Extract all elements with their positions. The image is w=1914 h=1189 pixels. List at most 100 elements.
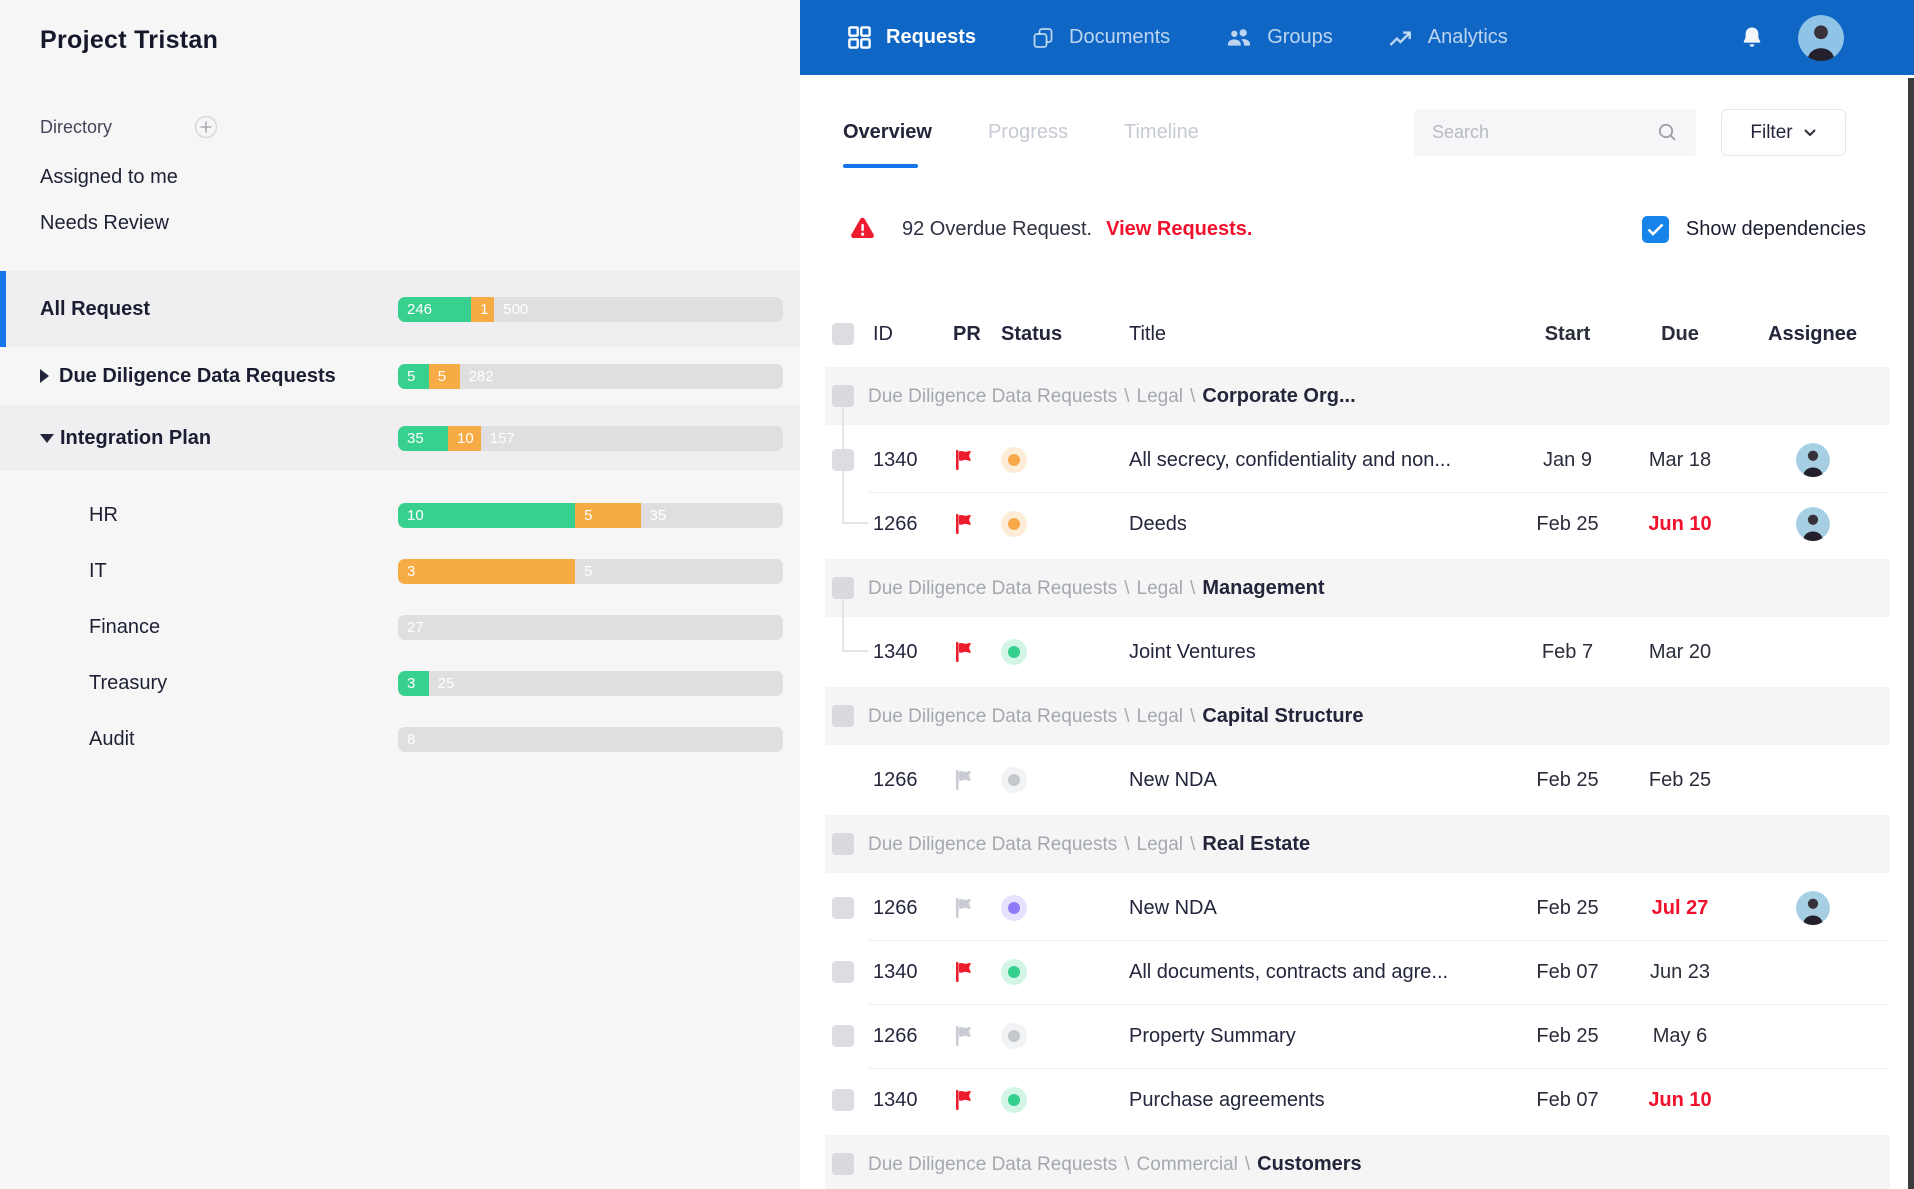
notifications-button[interactable]	[1738, 24, 1766, 52]
request-id: 1266	[873, 1024, 918, 1047]
vertical-scrollbar[interactable]	[1908, 78, 1914, 1189]
sidebar-item-assigned-to-me[interactable]: Assigned to me	[40, 165, 178, 188]
row-checkbox[interactable]	[832, 1025, 854, 1047]
sidebar-subitem-it[interactable]: IT 3 5	[0, 543, 800, 599]
due-date: Mar 20	[1648, 640, 1712, 663]
status-indicator[interactable]	[1001, 1087, 1027, 1113]
nav-item-documents[interactable]: Documents	[1031, 26, 1170, 50]
assignee-avatar[interactable]	[1795, 507, 1830, 541]
status-indicator[interactable]	[1001, 447, 1027, 473]
user-avatar[interactable]	[1798, 14, 1844, 61]
table-row[interactable]: 1266 New NDA Feb 25 Jul 27	[825, 876, 1890, 940]
assignee-avatar[interactable]	[1795, 891, 1830, 925]
status-dot	[1008, 902, 1020, 914]
nav-item-requests[interactable]: Requests	[847, 25, 976, 50]
breadcrumb: Due Diligence Data Requests \ Legal \ Manage…	[868, 577, 1325, 600]
column-header-status: Status	[1001, 322, 1063, 345]
table-row[interactable]: 1340 All secrecy, confidentiality and non…	[825, 428, 1890, 492]
sidebar-subitem-finance[interactable]: Finance 27	[0, 599, 800, 655]
sidebar-item-label: Due Diligence Data Requests	[40, 365, 398, 388]
row-checkbox[interactable]	[832, 1089, 854, 1111]
breadcrumb-part: Commercial	[1136, 1153, 1238, 1175]
progress-segment-orange: 1	[471, 296, 495, 322]
table-row[interactable]: 1340 Purchase agreements Feb 07 Jun 10	[825, 1068, 1890, 1132]
priority-cell	[953, 1088, 1001, 1112]
request-title: New NDA	[1129, 896, 1217, 919]
row-checkbox[interactable]	[832, 897, 854, 919]
select-all-checkbox[interactable]	[832, 323, 854, 345]
status-indicator[interactable]	[1001, 959, 1027, 985]
table-row[interactable]: 1266 Deeds Feb 25 Jun 10	[825, 492, 1890, 556]
sidebar-item-needs-review[interactable]: Needs Review	[40, 211, 169, 234]
progress-segment-gray: 157	[480, 425, 783, 451]
tab-progress[interactable]: Progress	[987, 121, 1068, 143]
nav-item-analytics[interactable]: Analytics	[1388, 26, 1508, 50]
sidebar-item-due-diligence-data-requests[interactable]: Due Diligence Data Requests 5 5 282	[0, 347, 800, 405]
sidebar-subitem-audit[interactable]: Audit 8	[0, 711, 800, 767]
directory-label: Directory	[40, 116, 113, 137]
progress-bar: 246 1 500	[398, 296, 783, 322]
search-input[interactable]: Search	[1414, 109, 1696, 156]
group-name: Corporate Org...	[1202, 384, 1356, 407]
sidebar-item-integration-plan[interactable]: Integration Plan 35 10 157	[0, 405, 800, 471]
breadcrumb-part: Legal	[1136, 577, 1184, 599]
row-checkbox[interactable]	[832, 833, 854, 855]
overdue-count-text: 92 Overdue Request.	[902, 217, 1093, 240]
start-date: Feb 7	[1541, 640, 1594, 663]
caret-down-icon[interactable]	[40, 433, 54, 443]
row-checkbox[interactable]	[832, 1153, 854, 1175]
status-indicator[interactable]	[1001, 895, 1027, 921]
status-dot	[1008, 966, 1020, 978]
view-requests-link[interactable]: View Requests.	[1106, 217, 1253, 240]
sidebar-subitem-treasury[interactable]: Treasury 3 25	[0, 655, 800, 711]
status-cell	[1001, 959, 1069, 985]
sidebar-subitem-label: HR	[89, 503, 118, 526]
add-directory-button[interactable]	[194, 115, 218, 139]
row-checkbox[interactable]	[832, 961, 854, 983]
table-body: Due Diligence Data Requests \ Legal \ Corpor…	[825, 364, 1890, 1189]
status-indicator[interactable]	[1001, 639, 1027, 665]
show-dependencies-toggle[interactable]: Show dependencies	[1641, 215, 1866, 243]
nav-item-groups[interactable]: Groups	[1225, 26, 1333, 50]
sidebar-item-all-request[interactable]: All Request 246 1 500	[0, 271, 800, 347]
table-row[interactable]: 1340 All documents, contracts and agre...…	[825, 940, 1890, 1004]
sidebar-directory-list: All Request 246 1 500 Due Diligence Data Req…	[0, 271, 800, 767]
status-indicator[interactable]	[1001, 767, 1027, 793]
bell-icon	[1743, 27, 1761, 47]
tab-timeline[interactable]: Timeline	[1123, 121, 1199, 143]
breadcrumb-part: Due Diligence Data Requests	[868, 385, 1118, 407]
table-row[interactable]: 1266 Property Summary Feb 25 May 6	[825, 1004, 1890, 1068]
filter-button[interactable]: Filter	[1721, 109, 1846, 156]
progress-segment-gray: 35	[640, 502, 783, 528]
avatar-image	[1798, 14, 1844, 61]
filter-label: Filter	[1750, 121, 1793, 143]
request-title: Purchase agreements	[1129, 1088, 1325, 1111]
sidebar-subitem-hr[interactable]: HR 10 5 35	[0, 487, 800, 543]
start-date: Feb 07	[1536, 960, 1599, 983]
status-indicator[interactable]	[1001, 511, 1027, 537]
tab-overview[interactable]: Overview	[843, 121, 932, 168]
documents-icon	[1031, 26, 1055, 50]
table-row[interactable]: 1340 Joint Ventures Feb 7 Mar 20	[825, 620, 1890, 684]
table-group-row: Due Diligence Data Requests \ Commercial \ C…	[825, 1132, 1890, 1189]
dependencies-checkbox[interactable]	[1641, 215, 1669, 243]
progress-bar: 3 25	[398, 670, 783, 696]
table-row[interactable]: 1266 New NDA Feb 25 Feb 25	[825, 748, 1890, 812]
row-checkbox[interactable]	[832, 705, 854, 727]
due-date: Jul 27	[1651, 896, 1709, 919]
status-indicator[interactable]	[1001, 1023, 1027, 1049]
row-checkbox[interactable]	[832, 449, 854, 471]
assignee-avatar[interactable]	[1795, 443, 1830, 477]
row-checkbox[interactable]	[832, 577, 854, 599]
breadcrumb-part: Legal	[1136, 385, 1184, 407]
group-band: Due Diligence Data Requests \ Legal \ Capita…	[825, 687, 1890, 745]
nav-item-label: Documents	[1069, 26, 1171, 48]
breadcrumb: Due Diligence Data Requests \ Commercial \ C…	[868, 1153, 1362, 1176]
breadcrumb-part: Due Diligence Data Requests	[868, 577, 1118, 599]
row-checkbox[interactable]	[832, 385, 854, 407]
request-id: 1266	[873, 896, 918, 919]
caret-right-icon[interactable]	[40, 369, 49, 383]
start-date: Feb 25	[1536, 1024, 1599, 1047]
breadcrumb-part: Due Diligence Data Requests	[868, 833, 1118, 855]
